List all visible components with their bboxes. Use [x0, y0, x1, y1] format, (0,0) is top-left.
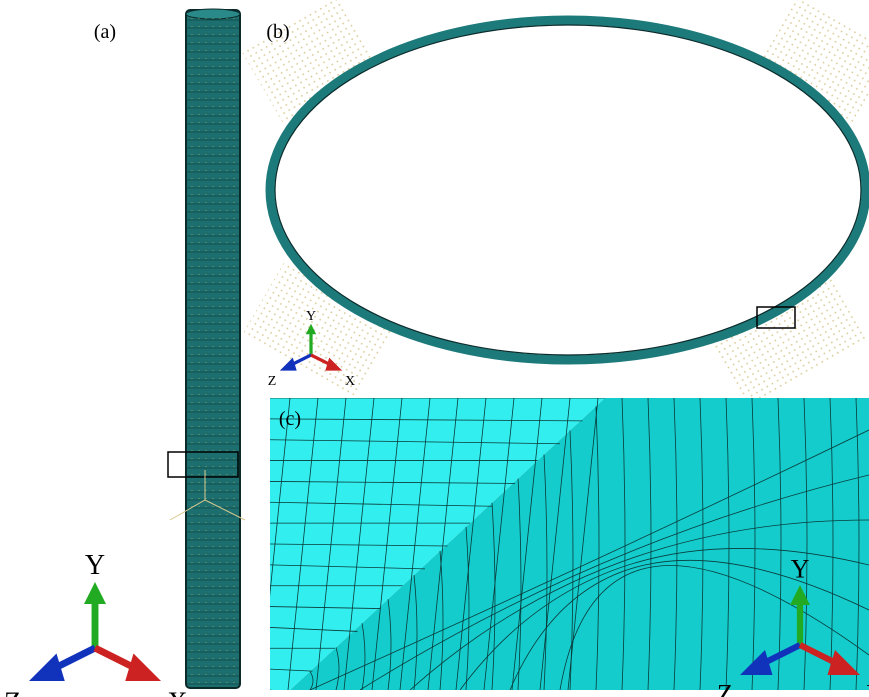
ring [270, 20, 866, 360]
mesh-line [270, 690, 290, 694]
panel-b: (b) [242, 0, 869, 410]
figure: (a) (b) (c) Y Z X Y Z X Y Z X [0, 0, 869, 697]
arrow-head [29, 654, 65, 682]
axis-label: X [345, 374, 355, 389]
arrow-head [125, 654, 161, 682]
axis-label: Y [85, 550, 105, 581]
axis-label: Z [4, 687, 21, 697]
arrow-head [84, 582, 106, 604]
axis-label: X [167, 687, 187, 697]
panel-label: (c) [279, 408, 301, 430]
cylinder-top [186, 9, 240, 19]
panel-c: (c) [260, 398, 869, 694]
axis-label: Y [791, 555, 810, 584]
axis-label: Z [268, 374, 277, 389]
axis-label: X [866, 680, 869, 697]
panel-label: (a) [94, 21, 116, 43]
axis-label: Z [717, 680, 733, 697]
axis-label: Y [306, 309, 316, 324]
panel-a: (a) [94, 9, 245, 688]
panel-label: (b) [266, 21, 289, 43]
